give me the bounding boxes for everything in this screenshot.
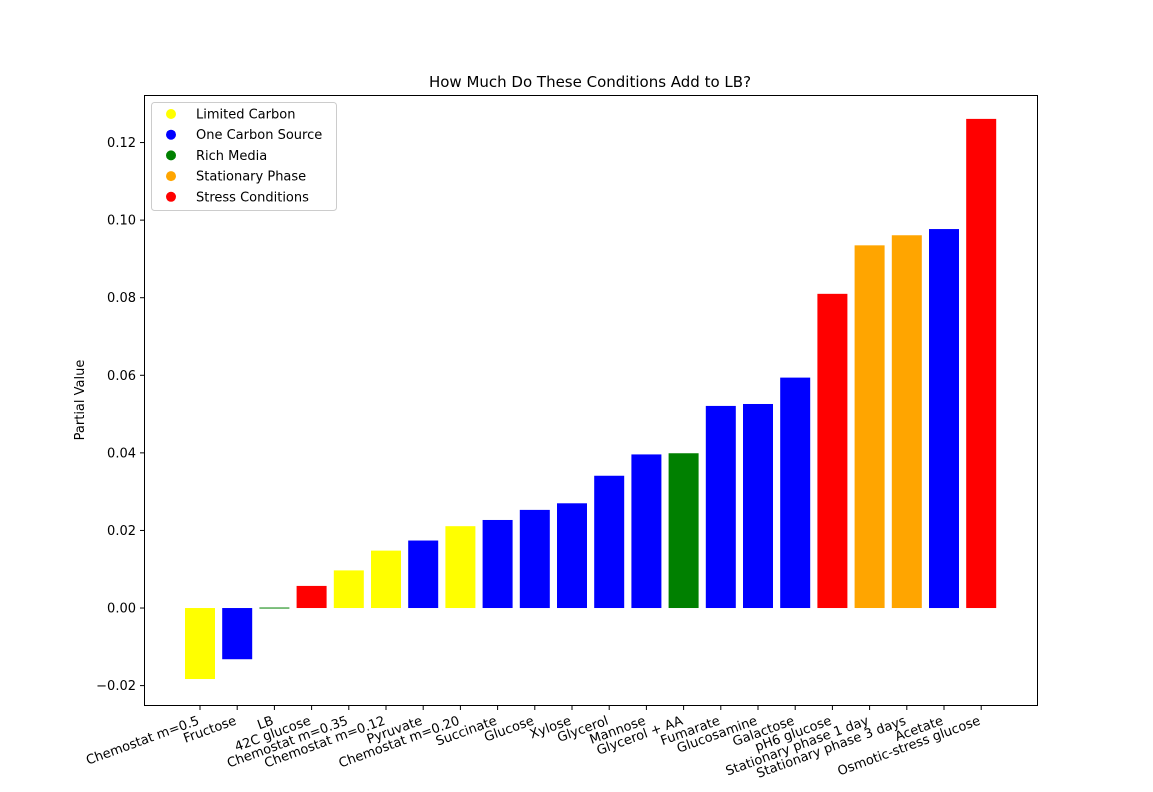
bar — [817, 293, 848, 609]
bar — [519, 509, 550, 609]
legend-label: One Carbon Source — [196, 128, 322, 143]
legend-label: Stationary Phase — [196, 170, 306, 185]
bar — [371, 550, 401, 609]
bar — [929, 229, 959, 609]
bar — [705, 405, 736, 609]
bar — [222, 608, 253, 660]
y-axis-label: Partial Value — [73, 360, 88, 441]
bar — [185, 608, 215, 680]
bar — [668, 453, 699, 609]
bar — [854, 245, 885, 609]
bar — [296, 585, 327, 609]
bar — [408, 540, 439, 609]
y-tick-label: 0.08 — [107, 291, 136, 306]
legend-box — [151, 102, 337, 211]
bar — [780, 377, 811, 609]
y-tick-label: 0.12 — [107, 136, 136, 151]
x-tick-label: LB — [255, 714, 275, 734]
bar — [333, 570, 364, 609]
legend-marker — [166, 109, 176, 119]
legend-marker — [166, 171, 176, 182]
legend-label: Stress Conditions — [196, 190, 309, 205]
bar — [966, 118, 997, 609]
bars-group — [185, 118, 997, 680]
bar — [259, 607, 290, 609]
legend-label: Rich Media — [196, 149, 267, 164]
y-tick-label: −0.02 — [96, 679, 136, 694]
legend-label: Limited Carbon — [196, 108, 295, 123]
legend: Limited Carbon One Carbon Source Rich Medi… — [151, 102, 337, 211]
plot-frame — [144, 95, 1038, 706]
bar — [631, 454, 662, 609]
bar — [445, 526, 476, 609]
legend-marker — [166, 150, 176, 161]
bar — [557, 503, 587, 609]
chart-title: How Much Do These Conditions Add to LB? — [429, 73, 751, 91]
y-tick-label: 0.10 — [107, 214, 136, 229]
y-tick-label: 0.06 — [107, 369, 136, 384]
bar — [482, 519, 513, 609]
bar — [743, 403, 773, 609]
bar — [891, 235, 922, 609]
legend-marker — [166, 191, 176, 202]
bar — [594, 475, 625, 609]
y-axis: −0.02 0.00 0.02 0.04 0.06 0.08 0.10 0.12 — [96, 136, 145, 694]
legend-marker — [166, 129, 176, 140]
y-tick-label: 0.04 — [107, 446, 136, 461]
y-tick-label: 0.02 — [107, 524, 136, 539]
y-tick-label: 0.00 — [107, 602, 136, 617]
